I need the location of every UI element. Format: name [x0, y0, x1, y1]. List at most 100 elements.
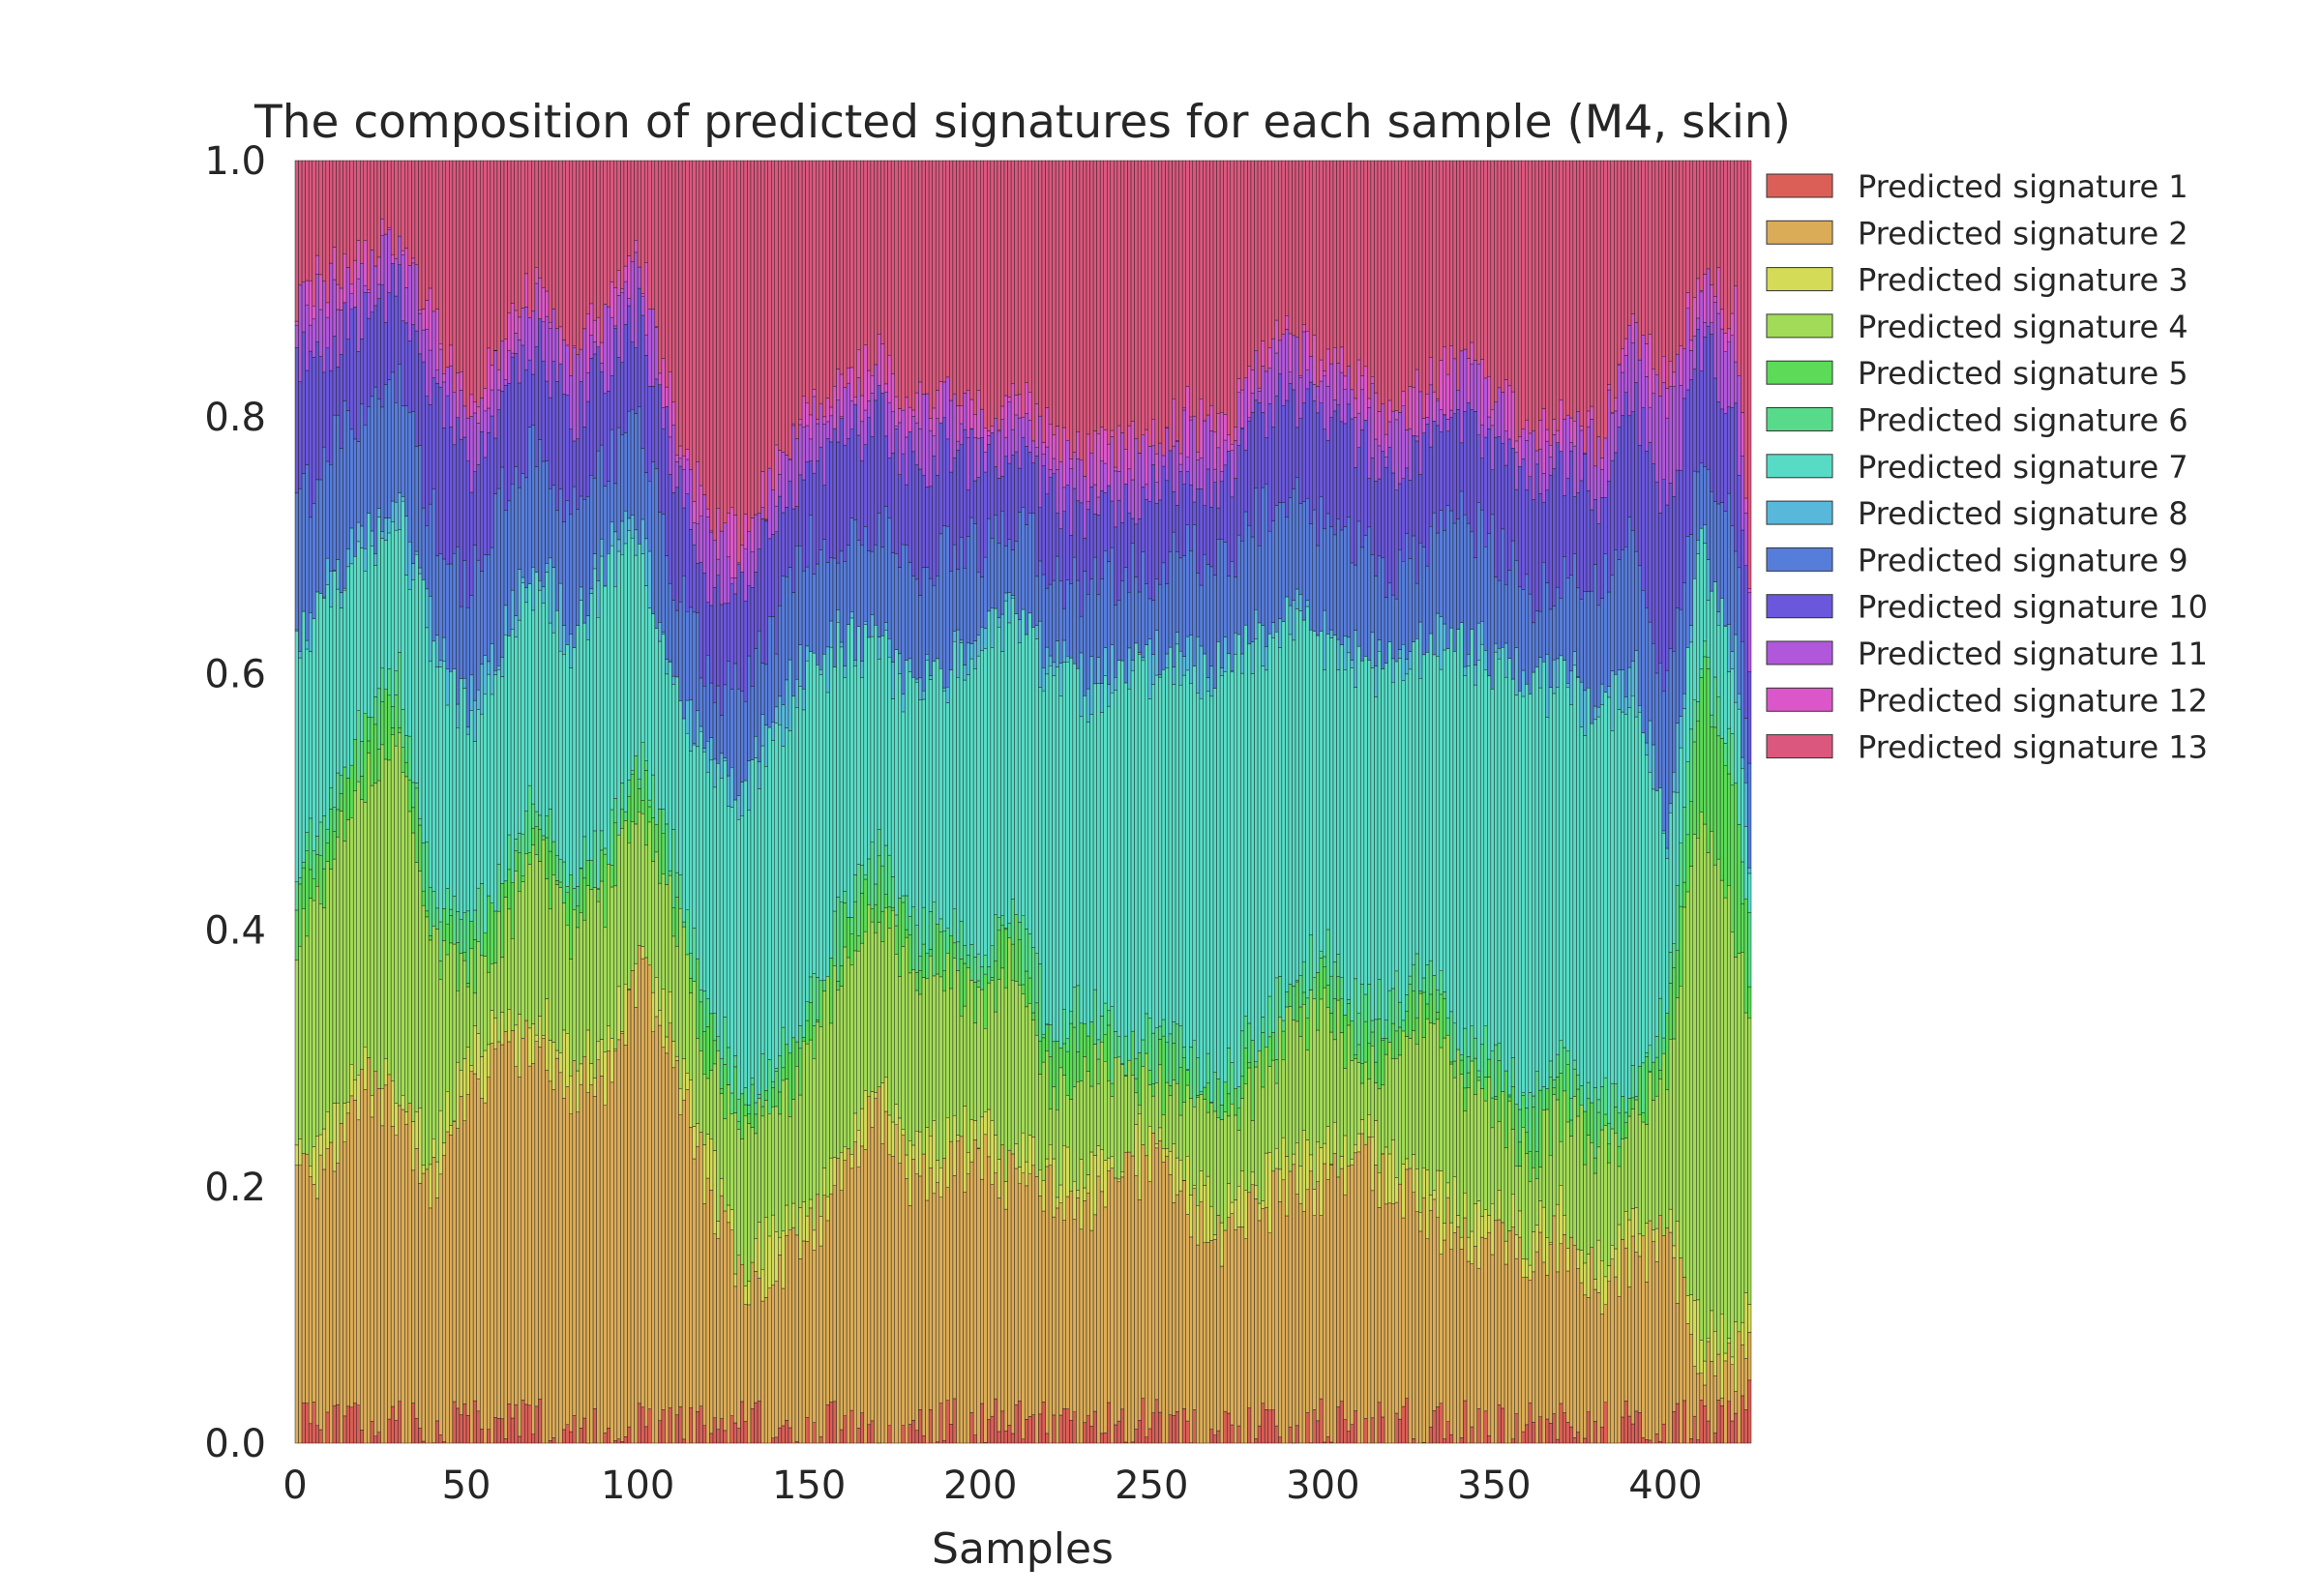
bar-segment [1065, 485, 1070, 580]
bar-segment [1563, 1047, 1567, 1092]
bar-segment [1189, 550, 1194, 635]
bar-segment [565, 344, 570, 396]
bar-segment [541, 835, 546, 841]
bar-segment [874, 903, 878, 933]
bar-segment [1353, 467, 1357, 566]
bar-segment [836, 622, 841, 898]
bar-segment [699, 561, 703, 679]
bar-segment [966, 967, 970, 1153]
bar-segment [1490, 689, 1495, 1051]
bar-segment [1079, 502, 1084, 617]
bar-segment [863, 1090, 868, 1150]
bar-segment [1079, 615, 1084, 654]
bar-segment [462, 560, 467, 679]
bar-segment [1521, 1258, 1526, 1278]
bar-segment [705, 508, 710, 517]
bar-segment [1603, 692, 1608, 1079]
bar-segment [1192, 1185, 1197, 1189]
bar-segment [1295, 337, 1299, 429]
bar-segment [1061, 487, 1066, 512]
bar-segment [1614, 1083, 1619, 1108]
bar-segment [1377, 1402, 1382, 1444]
bar-segment [438, 1434, 443, 1444]
bar-segment [1181, 1102, 1186, 1181]
bar-segment [1168, 551, 1173, 648]
bar-segment [1503, 676, 1508, 1072]
bar-segment [1092, 1155, 1097, 1216]
bar-segment [599, 370, 604, 446]
bar-segment [647, 386, 652, 482]
bar-segment [1226, 1115, 1231, 1184]
bar-segment [634, 413, 639, 531]
bar-segment [860, 160, 865, 397]
bar-segment [898, 1163, 903, 1444]
bar-segment [524, 602, 529, 812]
bar-segment [852, 519, 857, 661]
bar-segment [743, 514, 748, 549]
bar-segment [1161, 160, 1166, 457]
bar-segment [1490, 1203, 1495, 1256]
bar-segment [1281, 1059, 1286, 1138]
bar-segment [1390, 410, 1395, 474]
bar-segment [822, 539, 827, 655]
bar-segment [380, 284, 385, 408]
bar-segment [987, 1419, 992, 1444]
bar-segment [599, 538, 604, 557]
bar-segment [1665, 1227, 1670, 1444]
bar-segment [551, 567, 556, 634]
bar-segment [1390, 1058, 1395, 1140]
bar-segment [1110, 1167, 1115, 1444]
bar-segment [1435, 1169, 1440, 1218]
bar-segment [781, 1067, 786, 1081]
y-tick-label: 0.0 [204, 1422, 266, 1466]
legend-label: Predicted signature 13 [1858, 729, 2208, 766]
bar-segment [1288, 1006, 1293, 1172]
bar-segment [969, 160, 974, 400]
bar-segment [1261, 487, 1265, 626]
bar-segment [1521, 695, 1526, 1093]
bar-segment [1596, 716, 1601, 1101]
bar-segment [1712, 160, 1717, 297]
bar-segment [1576, 587, 1581, 677]
bar-segment [407, 340, 412, 413]
bar-segment [1230, 1424, 1235, 1444]
bar-segment [445, 1131, 450, 1444]
bar-segment [380, 744, 385, 1089]
bar-segment [740, 1138, 745, 1265]
bar-segment [370, 1116, 374, 1422]
bar-segment [1737, 953, 1742, 1333]
bar-segment [681, 1100, 686, 1440]
bar-segment [1065, 1146, 1070, 1197]
bar-segment [1730, 312, 1735, 336]
bar-segment [630, 341, 635, 410]
bar-segment [322, 160, 327, 281]
bar-segment [1449, 1063, 1454, 1224]
bar-segment [1596, 706, 1601, 718]
bar-segment [661, 634, 666, 810]
bar-segment [736, 1129, 741, 1256]
bar-segment [1630, 160, 1635, 314]
bar-segment [1356, 520, 1361, 647]
bar-segment [1329, 417, 1334, 527]
bar-segment [689, 953, 694, 979]
bar-segment [336, 772, 341, 811]
bar-segment [1648, 160, 1652, 335]
bar-segment [980, 989, 985, 1118]
bar-segment [883, 1110, 888, 1444]
bar-segment [874, 399, 878, 546]
bar-segment [1689, 350, 1694, 380]
bar-segment [822, 1195, 827, 1444]
bar-segment [582, 877, 587, 921]
bar-segment [665, 884, 670, 1038]
bar-segment [1607, 1143, 1612, 1164]
bar-segment [905, 484, 909, 547]
bar-segment [794, 1041, 799, 1067]
bar-segment [404, 248, 409, 288]
bar-segment [726, 1204, 730, 1224]
bar-segment [1061, 1144, 1066, 1221]
bar-segment [1316, 1420, 1321, 1444]
bar-segment [945, 1400, 950, 1444]
bar-segment [785, 727, 789, 1046]
bar-segment [921, 943, 926, 978]
bar-segment [565, 395, 570, 501]
